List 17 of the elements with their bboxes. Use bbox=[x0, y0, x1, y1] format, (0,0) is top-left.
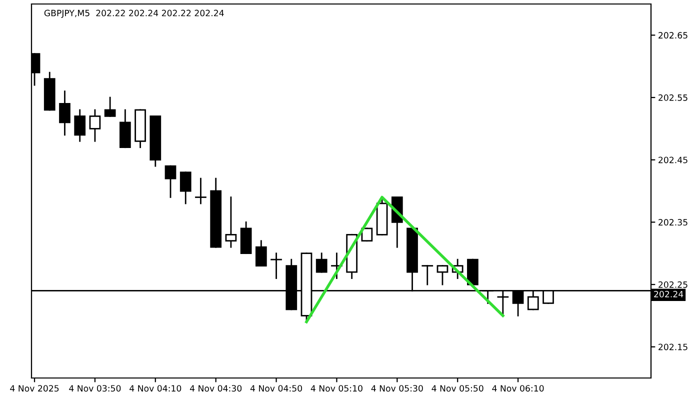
x-tick-label: 4 Nov 04:10 bbox=[130, 385, 182, 392]
y-tick-label: 202.55 bbox=[658, 94, 688, 101]
ref-line-label: 202.24 bbox=[654, 290, 684, 298]
x-tick-label: 4 Nov 05:10 bbox=[310, 385, 362, 392]
y-tick-label: 202.45 bbox=[658, 156, 688, 164]
x-tick-label: 4 Nov 05:50 bbox=[432, 385, 484, 392]
x-tick-label: 4 Nov 06:10 bbox=[492, 385, 544, 392]
x-tick-label: 4 Nov 05:30 bbox=[371, 385, 423, 392]
x-tick-label: 4 Nov 03:50 bbox=[69, 385, 121, 392]
x-tick-label: 4 Nov 04:50 bbox=[250, 385, 302, 392]
text: GBPJPY,M5 202.22 202.24 202.22 202.24 bbox=[44, 10, 224, 18]
y-tick-label: 202.15 bbox=[658, 344, 688, 350]
y-tick-label: 202.35 bbox=[658, 219, 688, 226]
x-tick-label: 4 Nov 04:30 bbox=[190, 385, 242, 392]
y-tick-label: 202.65 bbox=[658, 32, 688, 39]
x-tick-label: 4 Nov 2025 bbox=[10, 385, 59, 392]
y-tick-label: 202.25 bbox=[658, 281, 688, 288]
